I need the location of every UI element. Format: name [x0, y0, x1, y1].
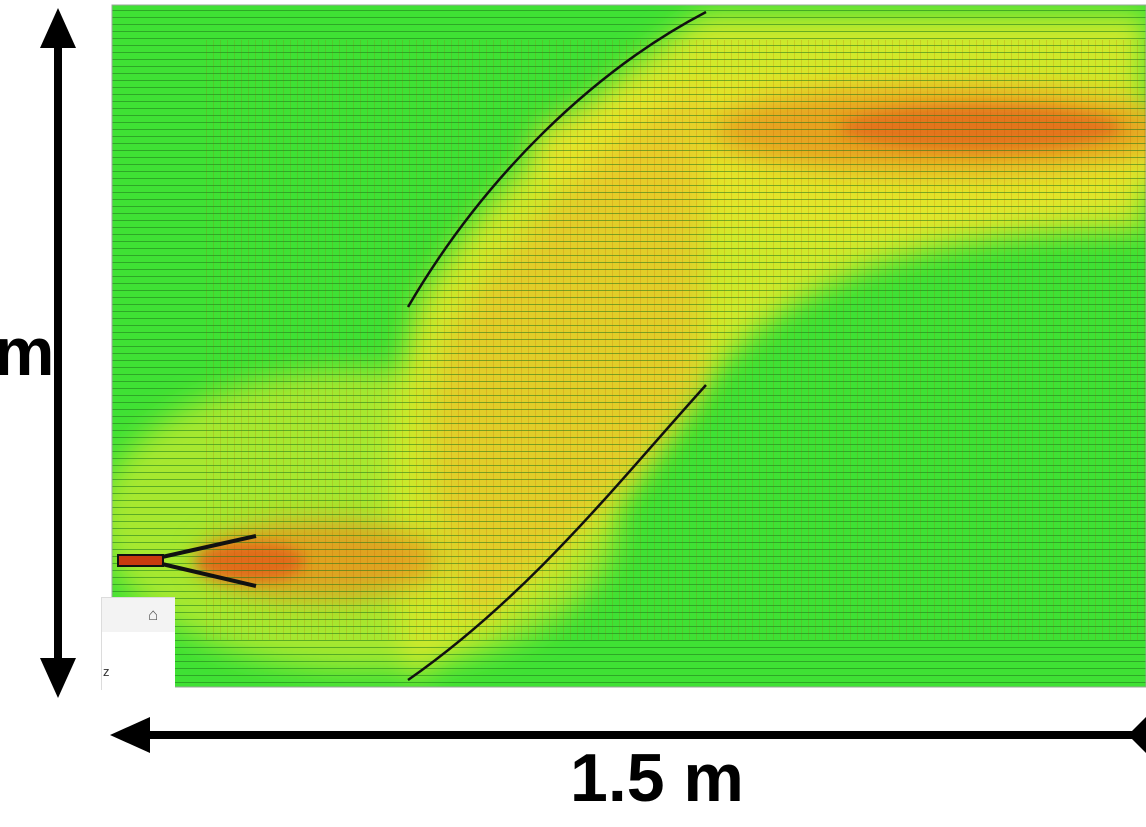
field-map	[112, 5, 1146, 687]
lower-curved-boundary	[407, 384, 707, 682]
width-dimension-label: 1.5 m	[570, 740, 744, 816]
height-dimension-arrow	[40, 8, 76, 698]
height-dimension-label: m	[0, 314, 55, 390]
field-border	[111, 4, 1146, 688]
upper-curved-boundary	[406, 10, 707, 308]
cube-view-icon[interactable]: ⌂	[148, 605, 159, 624]
width-dimension-arrow	[110, 717, 1146, 753]
horn-antenna	[117, 534, 257, 588]
view-cube-header	[102, 598, 175, 632]
axis-label: z	[103, 664, 110, 679]
view-cube-widget[interactable]: ⌂ z	[101, 597, 175, 690]
